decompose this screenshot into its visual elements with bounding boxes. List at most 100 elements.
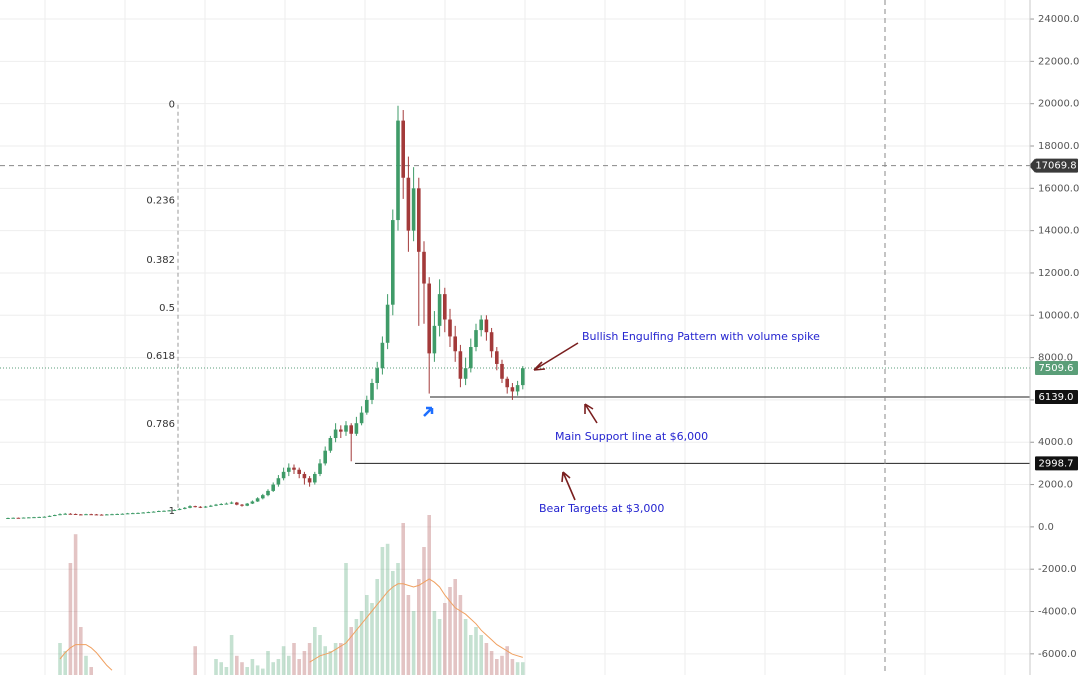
candle-body xyxy=(157,511,161,513)
volume-bar xyxy=(240,662,244,675)
price-tag-pointer xyxy=(1029,158,1035,173)
volume-bar xyxy=(349,627,353,675)
volume-bar xyxy=(73,534,78,675)
candle-body xyxy=(287,467,291,472)
price-tag xyxy=(1035,360,1078,375)
candle-body xyxy=(313,473,317,483)
candle-body xyxy=(79,514,83,516)
candle-body xyxy=(94,514,99,516)
candle-body xyxy=(354,423,359,434)
candle-body xyxy=(500,363,504,379)
volume-bar xyxy=(276,659,281,675)
volume-bar xyxy=(469,635,473,675)
volume-bar xyxy=(406,595,411,675)
candle-body xyxy=(307,478,312,483)
candle-body xyxy=(375,368,379,383)
candle-body xyxy=(250,501,255,504)
annotation: Bear Targets at $3,000 xyxy=(539,502,664,515)
volume-ma-line xyxy=(309,578,523,663)
candle-body xyxy=(99,514,104,516)
candle-body xyxy=(209,505,213,507)
fib-label: 0.236 xyxy=(146,196,175,207)
price-tag-label: 17069.8 xyxy=(1035,161,1076,172)
volume-bar xyxy=(427,515,431,675)
candle-body xyxy=(281,471,286,479)
volume-bar xyxy=(505,646,509,675)
volume-bar xyxy=(261,668,265,675)
volume-bar xyxy=(313,627,317,675)
candle-body xyxy=(458,351,463,379)
candle-body xyxy=(63,513,67,515)
volume-bar xyxy=(235,655,239,675)
volume-bar xyxy=(375,579,379,675)
volume-bar xyxy=(68,563,73,675)
volume-bar xyxy=(287,655,291,675)
price-tag-label: 7509.6 xyxy=(1039,363,1074,374)
volume-bar xyxy=(344,563,348,675)
candle-body xyxy=(396,120,400,221)
arrow xyxy=(584,403,598,424)
candle-body xyxy=(68,513,73,515)
candle-body xyxy=(417,188,421,252)
volume-bar xyxy=(89,667,93,675)
volume-bar xyxy=(385,543,390,675)
candle-body xyxy=(73,513,78,515)
candle-body xyxy=(318,463,322,474)
candle-body xyxy=(219,504,223,506)
candle-body xyxy=(463,368,468,379)
volume-bar xyxy=(214,659,218,675)
candle-body xyxy=(297,469,301,474)
candle-body xyxy=(214,504,218,506)
candle-body xyxy=(432,325,437,354)
candle-body xyxy=(58,514,62,516)
volume-bar xyxy=(302,651,307,675)
candle-body xyxy=(146,512,151,514)
candle-body xyxy=(437,294,442,326)
arrows xyxy=(533,342,598,501)
candle-body xyxy=(484,319,489,333)
candle-body xyxy=(198,506,203,508)
candle-body xyxy=(229,502,234,504)
candle-body xyxy=(11,517,15,519)
candle-body xyxy=(406,177,411,231)
candle-body xyxy=(37,516,41,518)
price-tag xyxy=(1035,456,1078,471)
fib-label: 1 xyxy=(169,506,175,517)
volume-bar xyxy=(515,662,520,675)
volume-bar xyxy=(500,655,504,675)
volume-bar xyxy=(359,611,364,675)
volume-bar xyxy=(224,667,229,675)
volume-bar xyxy=(328,651,333,675)
arrow xyxy=(533,342,579,371)
candle-body xyxy=(380,342,385,369)
candle-body xyxy=(448,319,452,337)
volume-bar xyxy=(193,646,197,675)
volume-bar xyxy=(281,646,286,675)
candle-body xyxy=(271,484,275,491)
candle-body xyxy=(21,517,26,519)
candle-body xyxy=(495,351,499,364)
candle-body xyxy=(224,503,229,505)
candle-body xyxy=(193,506,197,508)
candle-body xyxy=(359,412,364,424)
candle-body xyxy=(141,512,145,514)
volume-bar xyxy=(271,662,275,675)
volume-bar xyxy=(396,563,400,675)
fib-label: 0.786 xyxy=(146,419,175,430)
candle-body xyxy=(240,504,244,506)
candle-body xyxy=(84,514,88,516)
volume-bar xyxy=(84,655,88,675)
y-tick-label: -2000.0 xyxy=(1038,564,1077,575)
candle-body xyxy=(479,319,483,331)
price-tag xyxy=(1035,389,1078,404)
candle-body xyxy=(177,508,182,510)
volume-bar xyxy=(448,587,452,675)
candle-body xyxy=(110,514,114,516)
volume-bar xyxy=(333,643,338,675)
y-tick-label: 12000.0 xyxy=(1038,268,1079,279)
volume-bar xyxy=(318,635,322,675)
candle-body xyxy=(401,120,405,178)
volume-bar xyxy=(484,643,489,675)
candle-body xyxy=(89,514,93,516)
price-tag-label: 6139.0 xyxy=(1039,392,1074,403)
